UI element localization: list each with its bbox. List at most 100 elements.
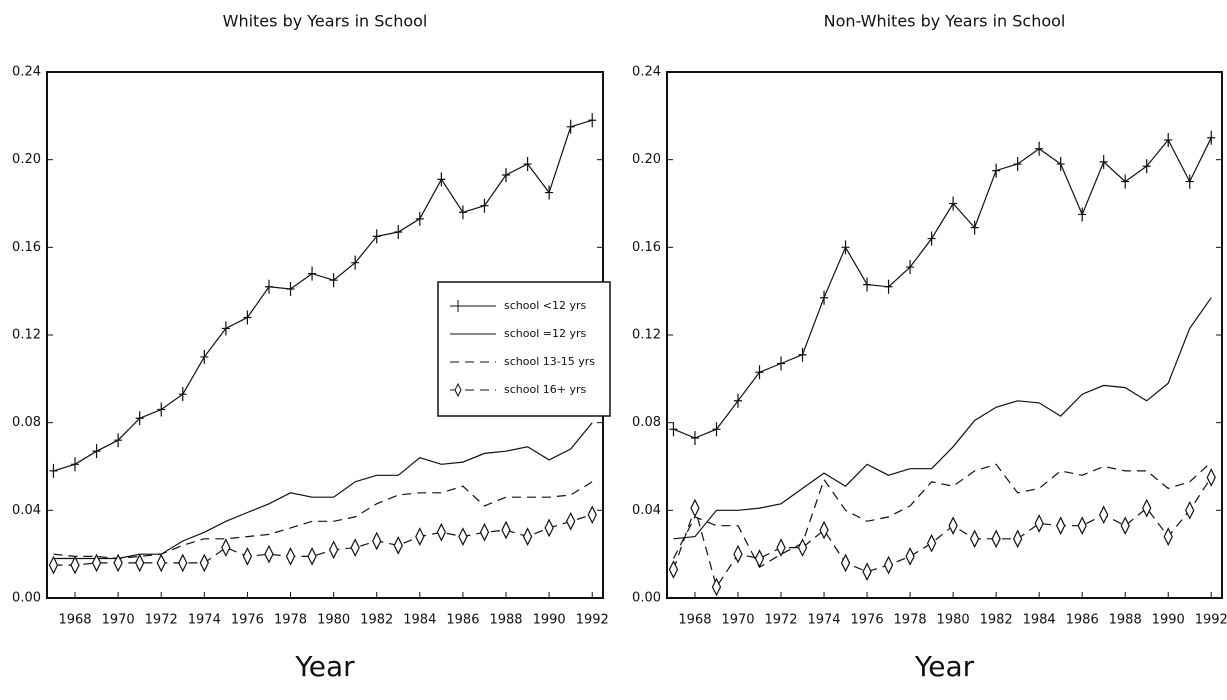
series-line (672, 477, 1212, 589)
x-tick-label: 1976 (851, 613, 884, 628)
plus-marker (1035, 141, 1044, 156)
series-line (672, 461, 1212, 569)
diamond-marker (840, 553, 851, 573)
x-tick-label: 1988 (1109, 613, 1142, 628)
chart-title: Whites by Years in School (223, 12, 428, 31)
diamond-marker (668, 560, 679, 579)
y-tick-label: 0.08 (632, 415, 661, 430)
x-tick-label: 1968 (678, 613, 711, 628)
diamond-marker (1077, 516, 1087, 536)
diamond-marker (501, 520, 511, 540)
diamond-marker (242, 547, 253, 566)
x-tick-label: 1988 (489, 613, 522, 628)
diamond-marker (1163, 527, 1173, 546)
x-tick-label: 1980 (317, 613, 350, 628)
diamond-marker (1120, 516, 1130, 536)
y-tick-label: 0.24 (12, 65, 41, 80)
diamond-marker (862, 562, 872, 582)
plus-marker (264, 279, 273, 294)
plus-marker (92, 444, 101, 459)
series-line (53, 481, 593, 560)
diamond-marker (1142, 498, 1152, 518)
x-tick-label: 1980 (937, 613, 970, 628)
plus-marker (523, 157, 532, 172)
plus-marker (841, 240, 850, 255)
plus-marker (927, 231, 936, 246)
plus-marker (49, 463, 58, 478)
diamond-marker (948, 516, 958, 536)
plus-marker (1185, 174, 1194, 189)
diamond-marker (134, 553, 145, 573)
x-tick-label: 1972 (764, 613, 797, 628)
y-tick-label: 0.20 (632, 152, 661, 167)
x-tick-label: 1972 (145, 613, 178, 628)
x-tick-label: 1990 (1152, 613, 1185, 628)
legend-label: school 13-15 yrs (504, 355, 595, 368)
plus-marker (690, 431, 699, 446)
plus-marker (820, 290, 829, 305)
diamond-marker (544, 518, 554, 538)
plus-marker (178, 387, 187, 402)
diamond-marker (156, 553, 166, 573)
plus-marker (394, 224, 403, 239)
plus-marker (949, 196, 958, 211)
y-tick-label: 0.00 (632, 591, 661, 606)
diamond-marker (819, 520, 829, 540)
plus-marker (308, 266, 317, 281)
plus-marker (135, 411, 144, 426)
diamond-marker (91, 553, 102, 573)
plus-marker (992, 163, 1001, 178)
diamond-marker (522, 527, 533, 546)
plus-marker (884, 279, 893, 294)
diamond-marker (797, 538, 808, 557)
diamond-marker (969, 529, 980, 549)
diamond-marker (566, 511, 576, 531)
y-tick-label: 0.12 (12, 328, 41, 343)
y-tick-label: 0.08 (12, 415, 41, 430)
plus-marker (777, 356, 786, 371)
x-tick-label: 1970 (721, 613, 754, 628)
plus-marker (1142, 159, 1151, 174)
plus-marker (157, 402, 166, 417)
y-tick-label: 0.16 (632, 240, 661, 255)
diamond-marker (178, 553, 188, 573)
diamond-marker (458, 527, 468, 546)
y-tick-label: 0.20 (12, 152, 41, 167)
legend-label: school <12 yrs (504, 299, 587, 312)
y-tick-label: 0.24 (632, 65, 661, 80)
diamond-marker (1185, 500, 1195, 520)
x-tick-label: 1982 (980, 613, 1013, 628)
diamond-marker (883, 555, 894, 575)
plus-marker (1207, 130, 1216, 145)
diamond-marker (926, 533, 937, 553)
plus-marker (286, 281, 295, 296)
plus-marker (566, 119, 575, 134)
plus-marker (351, 255, 360, 270)
x-tick-label: 1978 (274, 613, 307, 628)
diamond-marker (415, 527, 425, 546)
plus-marker (458, 205, 467, 220)
y-tick-label: 0.04 (12, 503, 41, 518)
diamond-marker (1034, 514, 1044, 533)
plus-marker (1099, 154, 1108, 169)
legend-marker (454, 382, 462, 398)
plus-marker (502, 168, 511, 183)
diamond-marker (1099, 505, 1109, 525)
series-line (53, 119, 593, 472)
diamond-marker (70, 555, 80, 575)
diamond-marker (328, 540, 339, 560)
diamond-marker (393, 536, 403, 555)
x-tick-label: 1984 (1023, 613, 1056, 628)
plus-marker (755, 365, 764, 380)
diamond-marker (1012, 529, 1023, 549)
series-line (673, 297, 1212, 540)
diamond-marker (479, 522, 490, 542)
x-tick-label: 1984 (403, 613, 436, 628)
diamond-marker (733, 544, 743, 564)
x-tick-label: 1992 (1195, 613, 1227, 628)
diamond-marker (991, 529, 1001, 549)
plus-marker (1056, 157, 1065, 172)
legend-label: school =12 yrs (504, 327, 587, 340)
diamond-marker (690, 498, 700, 518)
